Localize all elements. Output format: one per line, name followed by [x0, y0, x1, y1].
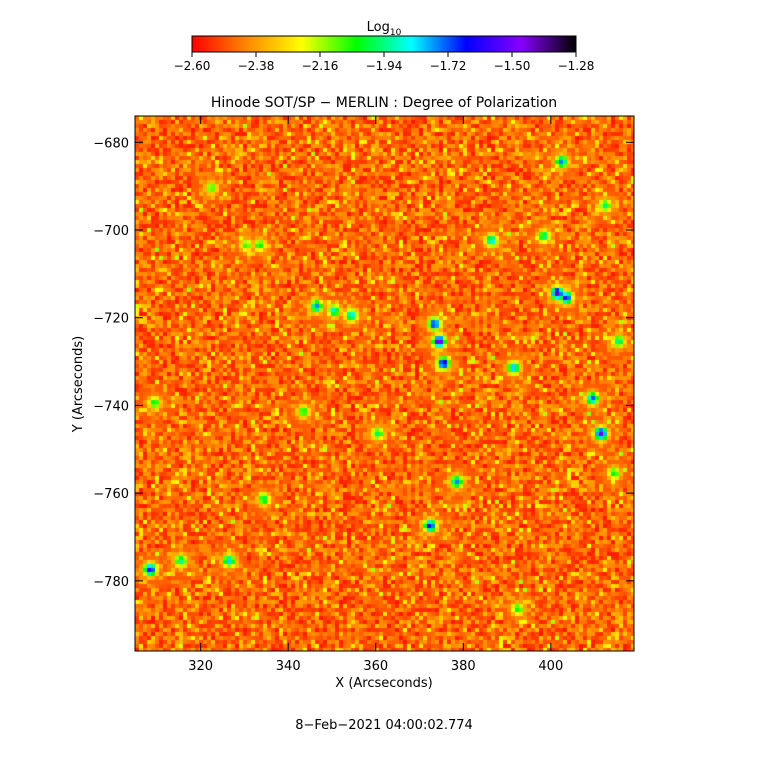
colorbar-label-sub: 10 — [390, 28, 402, 38]
plot-frame — [134, 115, 635, 652]
colorbar — [191, 35, 577, 53]
x-axis-label: X (Arcseconds) — [335, 676, 432, 691]
timestamp: 8−Feb−2021 04:00:02.774 — [295, 718, 473, 733]
y-tick-label: −680 — [93, 136, 129, 151]
x-tick-label: 340 — [276, 659, 301, 674]
colorbar-label-main: Log — [367, 20, 390, 35]
x-tick-label: 400 — [538, 659, 563, 674]
y-tick-label: −760 — [93, 487, 129, 502]
colorbar-tick-label: −2.38 — [238, 59, 275, 73]
x-tick-label: 360 — [363, 659, 388, 674]
colorbar-tick-label: −2.60 — [174, 59, 211, 73]
y-tick-label: −780 — [93, 575, 129, 590]
y-tick-label: −740 — [93, 399, 129, 414]
colorbar-tick-label: −1.50 — [494, 59, 531, 73]
y-axis-label: Y (Arcseconds) — [71, 336, 86, 433]
axis-ticks: 320 340 360 380 400 −680 −700 −720 −740 −760 −780 — [93, 116, 634, 674]
chart-title: Hinode SOT/SP − MERLIN : Degree of Polar… — [211, 95, 557, 111]
heatmap-raster — [135, 116, 634, 651]
colorbar-label: Log10 — [367, 20, 402, 38]
heatmap-image — [135, 116, 634, 651]
x-tick-label: 380 — [451, 659, 476, 674]
x-tick-label: 320 — [188, 659, 213, 674]
colorbar-tick-label: −1.28 — [558, 59, 595, 73]
colorbar-tick-label: −1.72 — [430, 59, 467, 73]
colorbar-tick-label: −2.16 — [302, 59, 339, 73]
y-tick-label: −700 — [93, 224, 129, 239]
colorbar-tick-label: −1.94 — [366, 59, 403, 73]
colorbar-ticks: −2.60 −2.38 −2.16 −1.94 −1.72 −1.50 −1.28 — [174, 52, 595, 73]
y-tick-label: −720 — [93, 312, 129, 327]
